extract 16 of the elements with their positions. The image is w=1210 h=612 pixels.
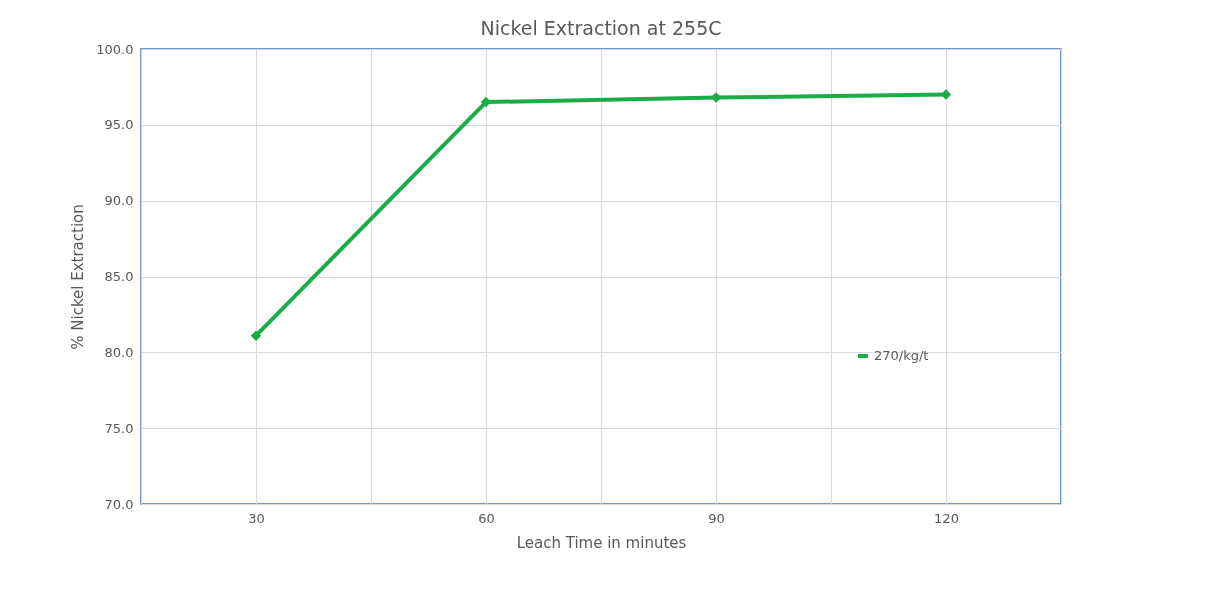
chart-title: Nickel Extraction at 255C xyxy=(480,17,722,39)
x-tick-label: 90 xyxy=(708,510,725,526)
point xyxy=(250,330,262,341)
y-axis-title: % Nickel Extraction xyxy=(69,204,88,350)
y-tick-label: 85.0 xyxy=(104,269,134,284)
x-tick-label: 30 xyxy=(248,510,265,526)
y-tick-label: 90.0 xyxy=(104,193,134,209)
y-tick-label: 80.0 xyxy=(104,344,134,360)
legend-label: 270/kg/t xyxy=(874,348,929,363)
y-tick-label: 70.0 xyxy=(104,496,134,512)
y-tick-label: 100.0 xyxy=(96,41,134,57)
x-axis-title: Leach Time in minutes xyxy=(516,533,687,552)
x-tick-label: 60 xyxy=(478,510,495,526)
x-tick-label: 120 xyxy=(934,510,959,526)
y-tick-label: 95.0 xyxy=(104,117,134,133)
y-tick-label: 75.0 xyxy=(104,420,134,436)
